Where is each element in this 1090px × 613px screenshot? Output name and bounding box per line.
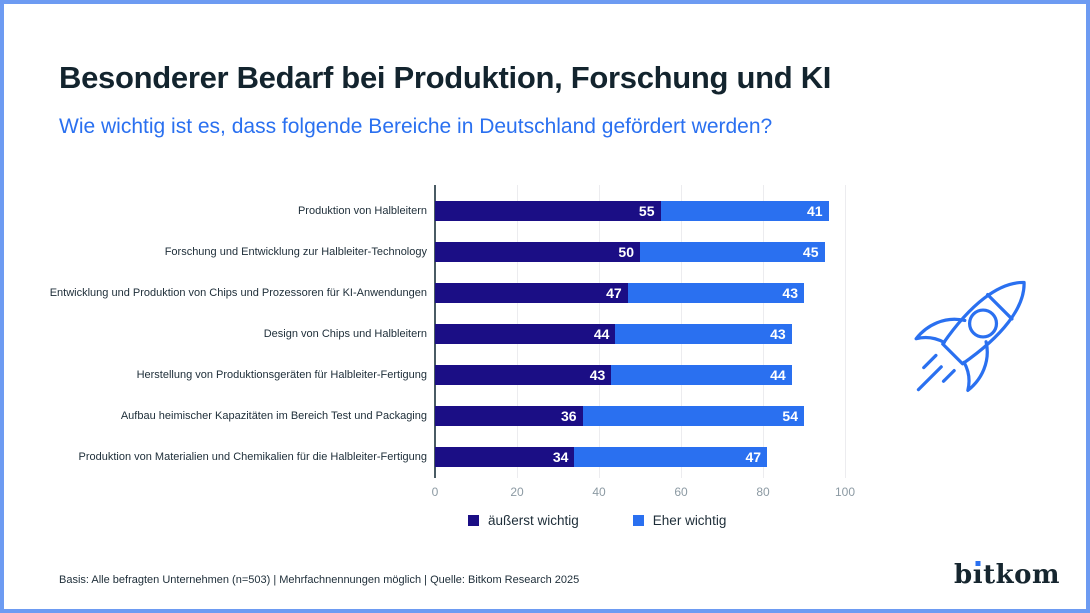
bar-segment-dark: 34 [435,447,575,467]
x-tick-label: 80 [756,485,770,499]
x-tick-label: 0 [431,485,439,499]
bar-value-label: 47 [745,449,762,465]
x-tick-label: 20 [510,485,524,499]
category-label: Entwicklung und Produktion von Chips und… [49,287,427,299]
category-label: Produktion von Materialien und Chemikali… [78,451,427,463]
bitkom-logo: bıtkom [954,560,1060,590]
bar-value-label: 44 [593,326,610,342]
bar-value-label: 45 [802,244,819,260]
category-label: Herstellung von Produktionsgeräten für H… [136,369,427,381]
rocket-icon [914,280,1026,393]
category-label: Produktion von Halbleitern [297,205,427,217]
legend-swatch-icon [632,515,644,526]
legend-label: äußerst wichtig [488,513,579,528]
bar-value-label: 36 [561,408,577,424]
bar-segment-dark: 36 [435,406,583,426]
page-title: Besonderer Bedarf bei Produktion, Forsch… [59,60,832,95]
category-label: Forschung und Entwicklung zur Halbleiter… [164,246,427,258]
x-tick-label: 40 [592,485,606,499]
category-label: Design von Chips und Halbleitern [263,328,427,340]
logo-part-post: tkom [983,560,1060,590]
bar-value-label: 34 [552,449,569,465]
bar-segment-light: 47 [574,447,768,467]
bar-value-label: 43 [782,285,798,301]
category-labels: Produktion von Halbleitern Forschung und … [4,185,427,478]
page-subtitle: Wie wichtig ist es, dass folgende Bereic… [59,115,773,138]
bar-value-label: 47 [606,285,622,301]
logo-part-pre: b [954,560,973,590]
bar-segment-dark: 44 [435,324,616,344]
bar-segment-dark: 43 [435,365,612,385]
bar-segment-dark: 47 [435,283,628,303]
stacked-bar-chart: Produktion von Halbleitern Forschung und … [4,4,1086,609]
source-note: Basis: Alle befragten Unternehmen (n=503… [59,574,580,586]
chart-legend: äußerst wichtig Eher wichtig [468,513,726,528]
legend-label: Eher wichtig [652,513,727,528]
bar-value-label: 55 [638,203,655,219]
bar-segment-light: 41 [660,201,829,221]
bar-segment-dark: 55 [435,201,661,221]
legend-item: äußerst wichtig [468,513,579,528]
bar-value-label: 43 [589,367,606,383]
x-tick-label: 60 [674,485,688,499]
bar-segment-light: 44 [611,365,792,385]
gridline [845,185,846,478]
bar-value-label: 44 [770,367,786,383]
bar-segment-light: 45 [640,242,825,262]
plot-area: 0 20 40 60 80 100 55 41 50 45 47 43 44 43 43 44 36 54 34 47 [432,185,855,499]
x-tick-label: 100 [834,485,856,499]
bar-segment-light: 43 [615,324,792,344]
bar-value-label: 50 [618,244,634,260]
bar-value-label: 41 [807,203,823,219]
bar-value-label: 54 [782,408,798,424]
bar-value-label: 43 [770,326,786,342]
legend-item: Eher wichtig [632,513,727,528]
bar-segment-light: 54 [582,406,804,426]
legend-swatch-icon [468,515,479,526]
bar-segment-dark: 50 [435,242,640,262]
logo-part-i: ı [972,560,984,590]
category-label: Aufbau heimischer Kapazitäten im Bereich… [120,410,427,422]
bar-segment-light: 43 [627,283,804,303]
